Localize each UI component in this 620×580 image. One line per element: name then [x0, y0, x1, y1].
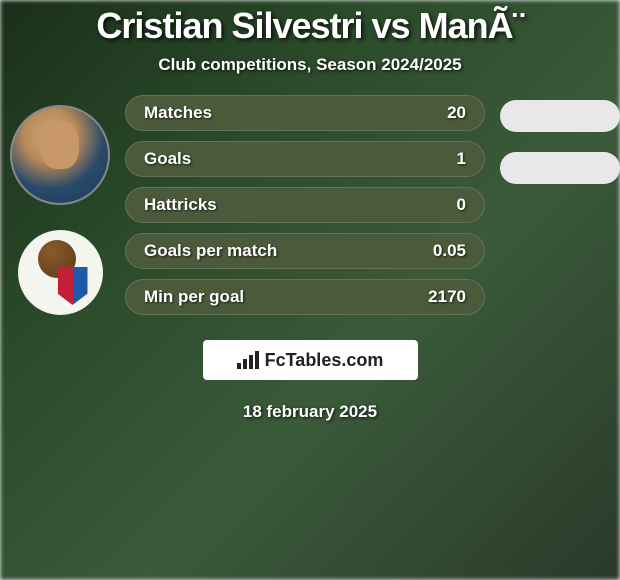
footer-brand-badge: FcTables.com — [203, 340, 418, 380]
stat-value: 2170 — [428, 287, 466, 307]
stat-label: Hattricks — [144, 195, 217, 215]
stat-label: Goals per match — [144, 241, 277, 261]
opponent-stat-pill — [500, 152, 620, 184]
avatar-face — [41, 121, 79, 169]
stat-label: Min per goal — [144, 287, 244, 307]
stat-value: 0 — [457, 195, 466, 215]
chart-icon — [237, 351, 259, 369]
club-badge — [18, 230, 103, 315]
footer-brand-text: FcTables.com — [265, 350, 384, 371]
stat-value: 1 — [457, 149, 466, 169]
stat-row: Goals per match 0.05 — [125, 233, 485, 269]
stat-label: Goals — [144, 149, 191, 169]
stat-row: Matches 20 — [125, 95, 485, 131]
stat-row: Hattricks 0 — [125, 187, 485, 223]
stat-value: 20 — [447, 103, 466, 123]
badge-shield-icon — [58, 267, 88, 305]
footer-date: 18 february 2025 — [0, 402, 620, 422]
stat-row: Goals 1 — [125, 141, 485, 177]
page-title: Cristian Silvestri vs ManÃ¨ — [0, 5, 620, 47]
stat-value: 0.05 — [433, 241, 466, 261]
right-column — [490, 95, 620, 204]
badge-inner — [33, 240, 88, 305]
opponent-stat-pill — [500, 100, 620, 132]
stat-label: Matches — [144, 103, 212, 123]
stats-column: Matches 20 Goals 1 Hattricks 0 Goals per match… — [120, 95, 490, 325]
player-avatar — [10, 105, 110, 205]
stat-row: Min per goal 2170 — [125, 279, 485, 315]
content-wrapper: Cristian Silvestri vs ManÃ¨ Club competi… — [0, 0, 620, 580]
main-row: Matches 20 Goals 1 Hattricks 0 Goals per match… — [0, 95, 620, 325]
left-column — [0, 95, 120, 315]
subtitle: Club competitions, Season 2024/2025 — [0, 55, 620, 75]
